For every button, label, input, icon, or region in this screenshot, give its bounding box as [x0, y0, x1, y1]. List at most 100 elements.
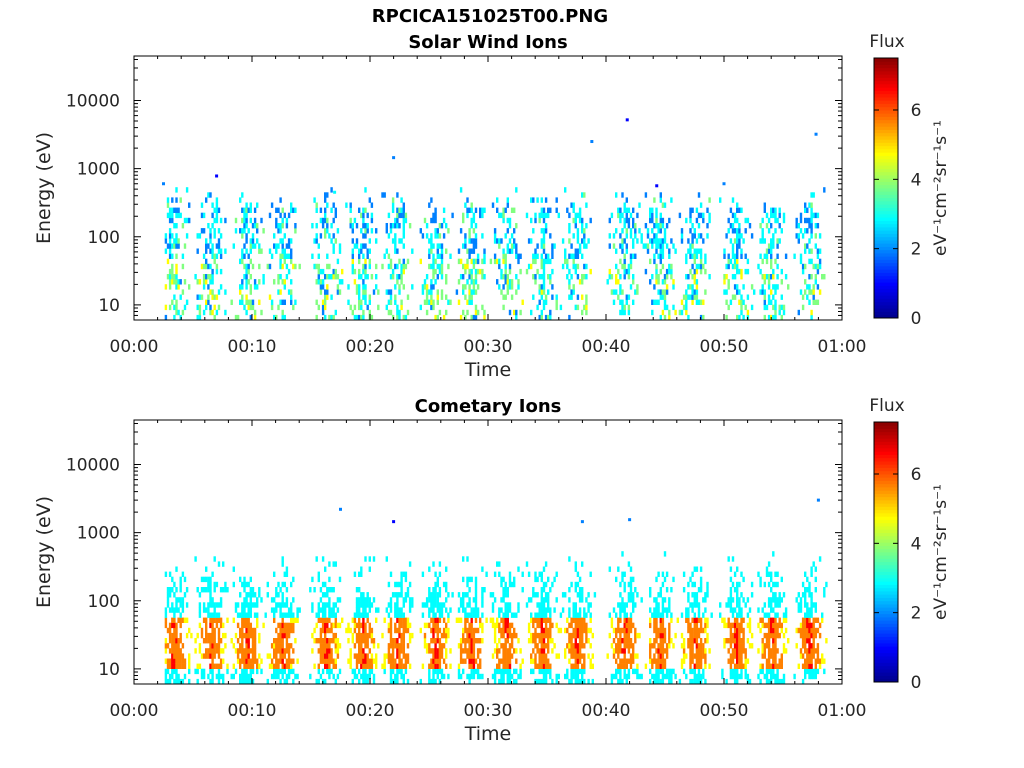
- heatmap-cell: [283, 212, 286, 219]
- heatmap-cell: [799, 607, 803, 613]
- heatmap-cell: [693, 663, 696, 669]
- heatmap-cell: [583, 663, 586, 669]
- heatmap-cell: [332, 673, 335, 680]
- heatmap-cell: [434, 648, 437, 654]
- heatmap-cell: [496, 622, 499, 629]
- heatmap-cell: [680, 233, 684, 239]
- heatmap-cell: [761, 238, 764, 244]
- heatmap-cell: [321, 643, 325, 649]
- heatmap-cell: [532, 658, 535, 664]
- heatmap-cell: [442, 673, 446, 680]
- heatmap-cell: [542, 612, 546, 618]
- heatmap-cell: [812, 602, 815, 608]
- heatmap-cell: [723, 622, 726, 629]
- heatmap-cell: [434, 643, 437, 649]
- heatmap-cell: [615, 289, 618, 295]
- heatmap-cell: [198, 314, 202, 321]
- heatmap-cell: [527, 638, 531, 644]
- heatmap-cell: [542, 212, 546, 219]
- heatmap-cell: [544, 299, 548, 305]
- heatmap-cell: [232, 673, 235, 680]
- heatmap-cell: [536, 648, 539, 654]
- heatmap-cell: [738, 627, 741, 634]
- heatmap-cell: [508, 238, 512, 244]
- colorbar-segment: [874, 659, 898, 663]
- heatmap-cell: [200, 294, 204, 300]
- heatmap-cell: [740, 592, 743, 598]
- heatmap-cell: [538, 632, 541, 639]
- heatmap-cell: [334, 268, 337, 275]
- heatmap-cell: [778, 304, 781, 311]
- heatmap-cell: [746, 217, 750, 224]
- heatmap-cell: [239, 612, 242, 618]
- heatmap-cell: [736, 258, 739, 265]
- heatmap-cell: [381, 192, 384, 198]
- heatmap-cell: [421, 284, 425, 290]
- heatmap-cell: [219, 284, 223, 290]
- heatmap-cell: [731, 653, 735, 659]
- heatmap-cell: [738, 643, 741, 649]
- heatmap-cell: [381, 632, 384, 639]
- heatmap-cell: [774, 638, 777, 644]
- heatmap-cell: [731, 212, 735, 219]
- heatmap-cell: [445, 622, 448, 629]
- heatmap-cell: [517, 638, 520, 644]
- y-tick-label: 1000: [77, 160, 120, 180]
- heatmap-cell: [209, 602, 212, 608]
- x-tick-label: 00:20: [346, 701, 395, 721]
- heatmap-cell: [649, 668, 652, 675]
- colorbar-tick-label: 6: [911, 465, 922, 485]
- heatmap-cell: [396, 212, 399, 219]
- heatmap-cell: [245, 284, 248, 290]
- outlier-point: [392, 520, 396, 524]
- heatmap-cell: [466, 612, 469, 618]
- heatmap-cell: [406, 653, 410, 659]
- heatmap-cell: [517, 253, 520, 259]
- heatmap-cell: [808, 258, 811, 265]
- heatmap-cell: [574, 648, 577, 654]
- heatmap-cell: [742, 643, 745, 649]
- heatmap-cell: [364, 187, 367, 193]
- heatmap-cell: [362, 289, 365, 295]
- heatmap-cell: [646, 243, 650, 249]
- heatmap-cell: [513, 627, 516, 634]
- heatmap-cell: [804, 602, 807, 608]
- heatmap-cell: [245, 207, 248, 213]
- heatmap-cell: [239, 576, 242, 583]
- heatmap-cell: [362, 638, 365, 644]
- heatmap-cell: [351, 632, 354, 639]
- heatmap-cell: [736, 638, 739, 644]
- heatmap-cell: [706, 632, 709, 639]
- heatmap-cell: [321, 309, 325, 316]
- heatmap-cell: [623, 632, 626, 639]
- heatmap-cell: [394, 223, 397, 229]
- heatmap-cell: [474, 602, 478, 608]
- y-tick-label: 10000: [66, 456, 120, 476]
- heatmap-cell: [230, 673, 233, 680]
- heatmap-cell: [627, 223, 631, 229]
- heatmap-cell: [753, 289, 756, 295]
- heatmap-cell: [462, 289, 465, 295]
- heatmap-cell: [767, 643, 771, 649]
- heatmap-cell: [447, 263, 450, 270]
- heatmap-cell: [466, 617, 469, 623]
- heatmap-cell: [750, 643, 754, 649]
- heatmap-cell: [778, 223, 781, 229]
- heatmap-cell: [364, 258, 367, 265]
- heatmap-cell: [168, 217, 172, 224]
- heatmap-cell: [699, 643, 703, 649]
- heatmap-cell: [430, 627, 433, 634]
- heatmap-cell: [202, 587, 206, 593]
- colorbar-segment: [874, 90, 898, 95]
- heatmap-cell: [678, 678, 682, 685]
- heatmap-cell: [782, 309, 786, 316]
- heatmap-cell: [355, 243, 359, 249]
- heatmap-cell: [530, 632, 533, 639]
- heatmap-cell: [362, 678, 365, 685]
- heatmap-cell: [258, 587, 261, 593]
- heatmap-cell: [434, 207, 437, 213]
- heatmap-cell: [328, 612, 331, 618]
- heatmap-cell: [566, 258, 569, 265]
- heatmap-cell: [500, 581, 503, 588]
- heatmap-cell: [406, 592, 410, 598]
